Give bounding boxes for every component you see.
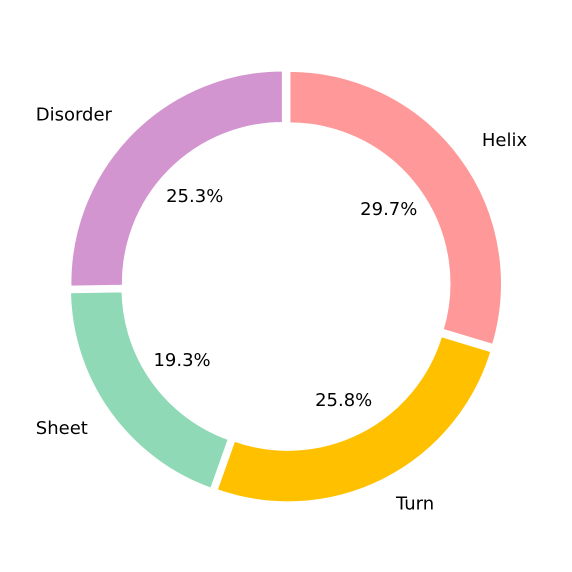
slice-turn — [215, 334, 493, 504]
pct-label-sheet: 19.3% — [153, 350, 210, 371]
slice-helix — [287, 69, 504, 347]
slice-label-helix: Helix — [482, 130, 528, 151]
pct-label-disorder: 25.3% — [166, 186, 223, 207]
slice-disorder — [68, 68, 285, 289]
slice-label-disorder: Disorder — [36, 104, 113, 125]
slice-sheet — [68, 289, 231, 491]
pct-label-turn: 25.8% — [315, 390, 372, 411]
slices-group — [68, 68, 504, 504]
pct-label-helix: 29.7% — [360, 199, 417, 220]
slice-label-turn: Turn — [395, 493, 434, 514]
labels-group: Helix 29.7% Turn 25.8% Sheet 19.3% Disorder 25.… — [36, 104, 528, 514]
slice-label-sheet: Sheet — [36, 418, 88, 439]
